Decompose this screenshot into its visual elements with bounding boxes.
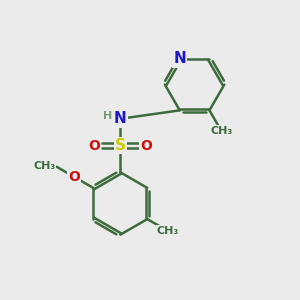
Text: N: N: [173, 51, 186, 66]
Text: O: O: [68, 170, 80, 184]
Text: O: O: [140, 139, 152, 152]
Text: CH₃: CH₃: [157, 226, 179, 236]
Text: CH₃: CH₃: [210, 126, 232, 136]
Text: CH₃: CH₃: [33, 161, 56, 171]
Text: H: H: [103, 111, 112, 122]
Text: O: O: [88, 139, 100, 152]
Text: S: S: [115, 138, 126, 153]
Text: N: N: [114, 111, 127, 126]
